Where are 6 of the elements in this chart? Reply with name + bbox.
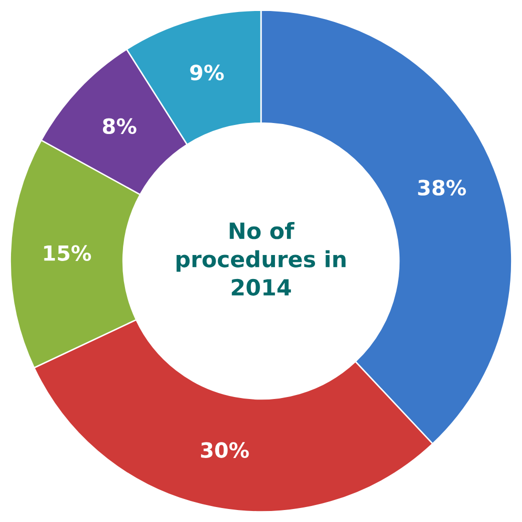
data-label: 38% — [418, 180, 466, 196]
data-label: 8% — [102, 118, 136, 134]
data-label: 15% — [44, 245, 92, 261]
data-label: 30% — [201, 442, 249, 458]
data-label: 9% — [190, 64, 224, 80]
text: No of procedures in 2014 — [176, 222, 346, 296]
